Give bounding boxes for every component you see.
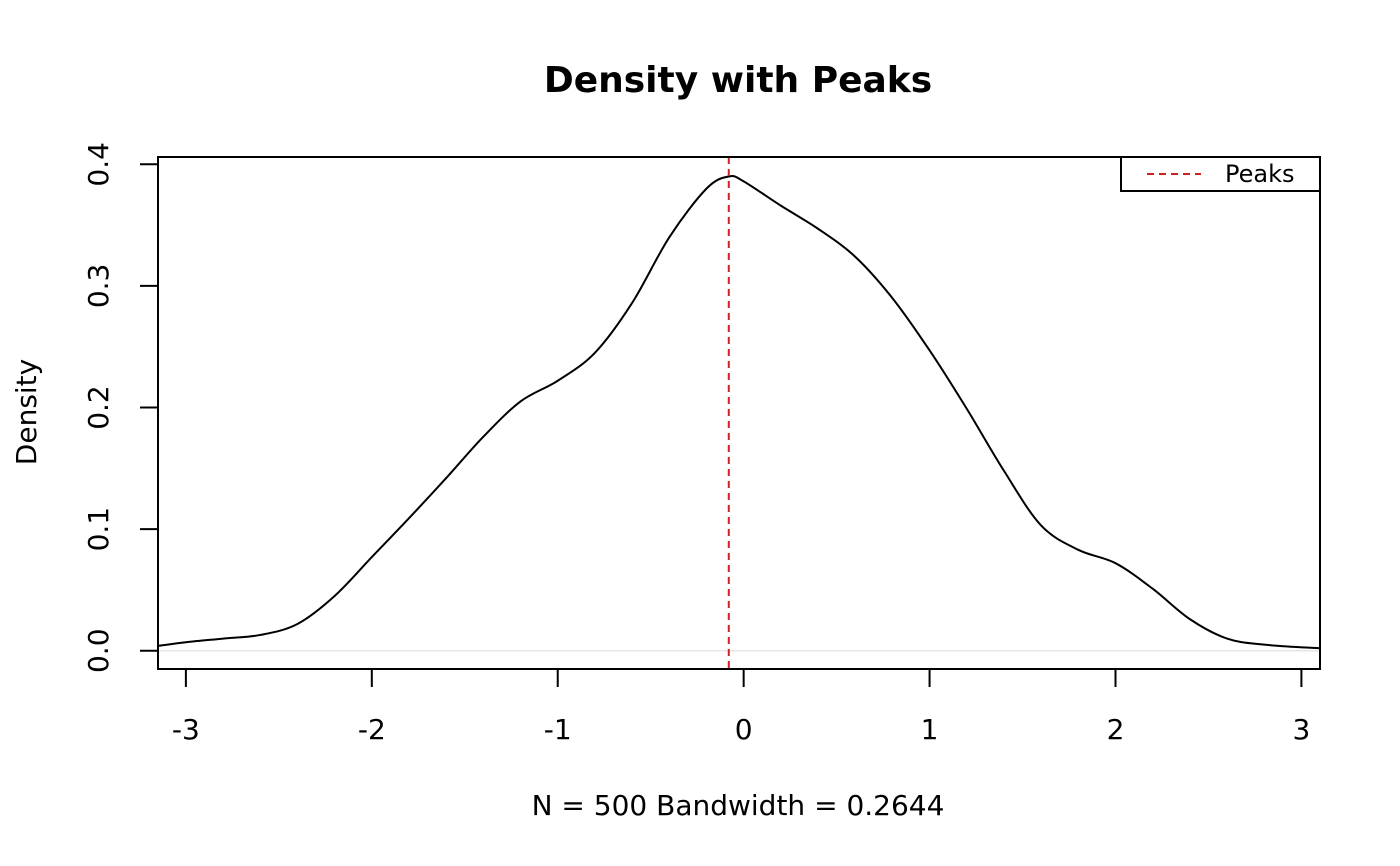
y-tick-label: 0.2 [82, 385, 115, 430]
legend-label: Peaks [1225, 160, 1295, 188]
y-axis-label: Density [10, 359, 43, 465]
y-axis: 0.0 0.1 0.2 0.3 0.4 [82, 142, 159, 673]
y-tick-label: 0.3 [82, 264, 115, 309]
x-tick-label: 0 [735, 713, 753, 746]
legend-box [1120, 156, 1321, 192]
x-tick-label: -1 [544, 713, 572, 746]
x-tick-label: 3 [1292, 713, 1310, 746]
chart-title: Density with Peaks [544, 60, 932, 101]
y-tick-label: 0.4 [82, 142, 115, 187]
y-tick-label: 0.1 [82, 507, 115, 552]
x-tick-label: -3 [172, 713, 200, 746]
density-curve-0 [157, 175, 1321, 650]
x-tick-label: -2 [358, 713, 386, 746]
x-tick-label: 2 [1107, 713, 1125, 746]
x-axis: -3 -2 -1 0 1 2 3 [172, 668, 1310, 746]
plot-area [157, 156, 1321, 670]
x-tick-label: 1 [921, 713, 939, 746]
y-tick-label: 0.0 [82, 628, 115, 673]
x-axis-label: N = 500 Bandwidth = 0.2644 [532, 789, 945, 822]
legend: Peaks [1120, 156, 1321, 192]
plot-frame [157, 156, 1321, 670]
